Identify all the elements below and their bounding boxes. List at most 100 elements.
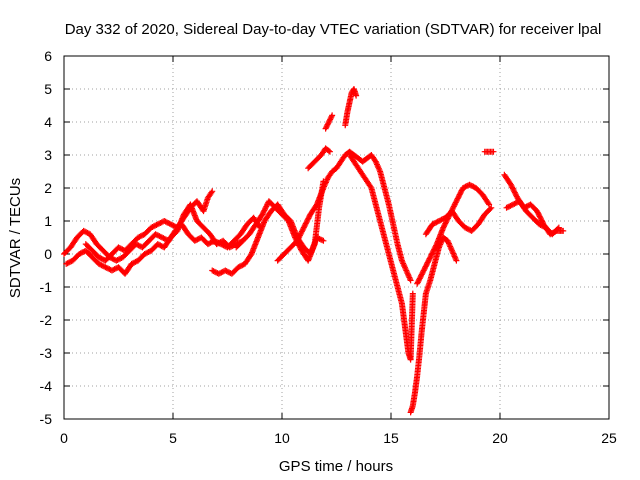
series-pass-g [305,145,333,172]
data-point [163,219,170,226]
tick-labels: 0 5 10 15 20 25 -5 -4 -3 -2 -1 0 1 2 3 4 5 6 [40,48,617,446]
data-point [97,254,104,261]
data-point [157,242,164,249]
data-point [430,247,437,254]
series-pass-c [82,188,216,264]
data-point [417,274,424,281]
data-point [457,190,464,197]
data-markers [61,86,567,416]
data-point [511,188,518,195]
data-point [219,268,226,275]
y-tick-label: 4 [44,114,52,130]
data-point [296,243,303,250]
data-point [430,220,437,227]
data-point [306,214,313,221]
data-point [247,252,254,259]
data-point [134,241,141,248]
data-point [323,124,330,131]
data-point [560,227,567,234]
data-point [511,200,518,207]
data-point [153,221,160,228]
data-point [452,199,459,206]
data-point [229,243,236,250]
x-tick-label: 5 [169,430,177,446]
data-point [325,120,332,127]
data-point [204,241,211,248]
data-point [213,241,220,248]
data-point [152,231,159,238]
data-point [425,258,432,265]
y-tick-label: 5 [44,81,52,97]
data-point [160,235,167,242]
data-point [435,218,442,224]
data-point [167,221,174,228]
data-point [260,208,267,215]
data-point [432,219,439,226]
data-point [214,240,221,247]
data-point [327,116,334,123]
data-point [535,210,542,217]
data-point [194,236,201,243]
data-point [513,192,520,199]
data-point [215,270,222,277]
data-point [420,267,427,274]
data-point [161,235,168,242]
data-point [97,261,104,268]
chart-title: Day 332 of 2020, Sidereal Day-to-day VTE… [65,21,602,38]
data-point [98,255,105,262]
data-point [296,232,303,239]
data-point [263,203,270,210]
data-point [80,227,87,234]
data-point [508,183,515,190]
data-point [156,220,163,227]
data-point [118,245,125,252]
data-point [538,217,545,224]
data-point [511,189,518,196]
data-point [226,244,233,251]
data-point [210,268,217,275]
data-point [454,195,461,202]
data-point [537,216,544,223]
data-point [64,260,71,267]
x-axis-label: GPS time / hours [279,458,393,475]
data-point [407,277,414,284]
data-point [116,245,123,252]
data-point [418,272,425,279]
data-point [463,183,470,190]
data-point [452,200,459,207]
data-point [424,259,431,266]
data-point [297,231,304,238]
data-point [261,207,268,214]
data-point [438,216,445,223]
data-point [129,260,136,267]
data-point [432,243,439,250]
data-point [462,183,469,190]
data-point [209,267,216,274]
data-point [320,237,327,244]
data-point [423,260,430,267]
data-point [84,229,91,236]
data-point [328,113,335,120]
data-point [144,249,151,256]
data-point [507,181,514,188]
y-tick-label: 2 [44,180,52,196]
data-point [442,220,449,227]
data-point [114,256,121,263]
series-pass-b [63,201,246,277]
data-point [503,204,510,211]
data-point [469,183,476,190]
data-point [296,233,303,240]
data-point [259,211,266,218]
data-point [466,181,473,188]
data-point [440,224,447,231]
data-point [322,125,329,132]
data-point [429,221,436,228]
data-point [105,265,112,272]
data-point [115,256,122,263]
data-point [206,240,213,247]
data-point [440,223,447,230]
data-point [262,204,269,211]
data-point [101,263,108,270]
data-point [137,233,144,240]
data-point [103,264,110,271]
